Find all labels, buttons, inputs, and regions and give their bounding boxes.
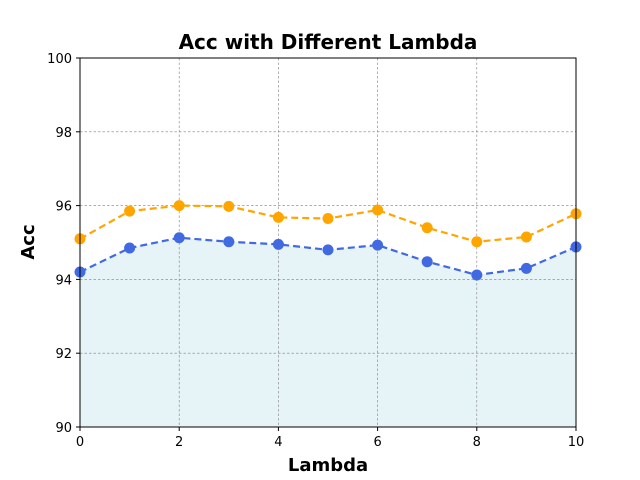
- series-1-point: [124, 242, 136, 254]
- series-0-point: [223, 200, 235, 212]
- series-1: [74, 232, 582, 281]
- series-1-point: [471, 269, 483, 281]
- x-tick-label: 6: [373, 435, 381, 450]
- series-0-point: [272, 211, 284, 223]
- series-1-point: [421, 256, 433, 268]
- series-0-point: [421, 222, 433, 234]
- x-tick-label: 10: [568, 435, 585, 450]
- series-1-point: [223, 236, 235, 248]
- series-1-area: [80, 237, 576, 427]
- x-tick-label: 0: [76, 435, 84, 450]
- series-0-point: [173, 200, 185, 212]
- series-1-point: [372, 239, 384, 251]
- series-0-point: [520, 231, 532, 243]
- y-tick-label: 100: [47, 52, 72, 67]
- y-tick-label: 90: [55, 421, 72, 436]
- series-1-point: [520, 262, 532, 274]
- y-tick-label: 98: [55, 126, 72, 141]
- series-0-point: [372, 204, 384, 216]
- axis-ticks: 0 2 4 6 8 10 90 92 94 96 98 100: [47, 52, 584, 450]
- series-0: [74, 200, 582, 248]
- series-0-point: [471, 236, 483, 248]
- series-0-point: [124, 205, 136, 217]
- area-fill-layer: [80, 237, 576, 427]
- series-layer: [74, 200, 582, 281]
- x-tick-label: 2: [175, 435, 183, 450]
- series-1-point: [272, 238, 284, 250]
- y-axis-label: Acc: [18, 224, 39, 259]
- x-tick-label: 8: [473, 435, 481, 450]
- y-tick-label: 92: [55, 347, 72, 362]
- series-1-point: [322, 244, 334, 256]
- x-tick-label: 4: [274, 435, 282, 450]
- x-axis-label: Lambda: [288, 455, 368, 476]
- series-0-point: [322, 213, 334, 225]
- y-tick-label: 96: [55, 200, 72, 215]
- plot-frame: [79, 57, 577, 428]
- chart-title: Acc with Different Lambda: [179, 30, 478, 54]
- series-1-point: [173, 232, 185, 244]
- y-tick-label: 94: [55, 273, 72, 288]
